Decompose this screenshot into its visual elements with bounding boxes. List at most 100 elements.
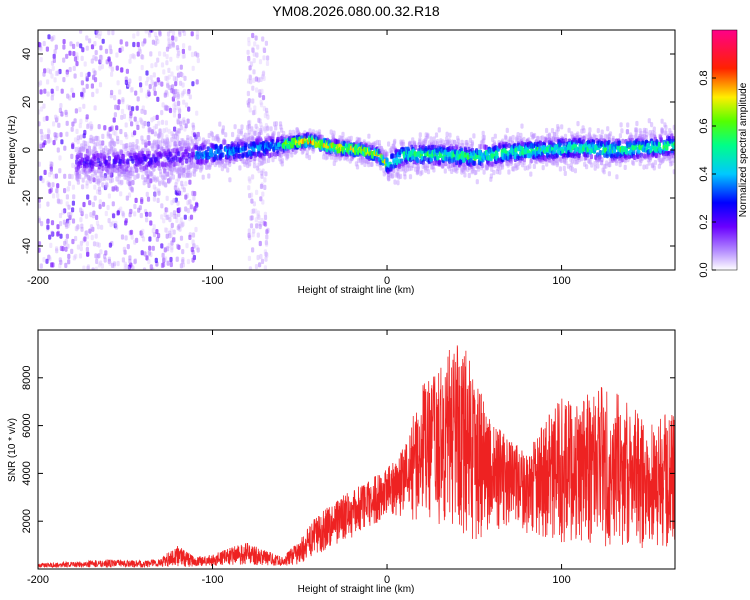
colorbar-tick-label: 0.2 — [698, 214, 710, 229]
spectrogram-cell — [387, 176, 391, 182]
spectrogram-cell — [164, 104, 168, 110]
spectrogram-cell — [97, 124, 101, 130]
spectrogram-cell — [148, 84, 152, 90]
spectrogram-cell — [186, 164, 191, 170]
spectrogram-cell — [46, 219, 50, 225]
spectrogram-cell — [165, 171, 169, 177]
spectrogram-cell — [114, 104, 118, 110]
spectrogram-cell — [178, 119, 182, 125]
spectrogram-cell — [126, 172, 130, 178]
spectrogram-cell — [214, 136, 218, 142]
spectrogram-cell — [55, 188, 59, 194]
spectrogram-cell — [87, 145, 91, 151]
spectrogram-cell — [248, 75, 252, 81]
spectrogram-cell — [251, 136, 255, 142]
spectrogram-cell — [174, 81, 178, 87]
spectrogram-cell — [266, 55, 270, 61]
spectrogram-cell — [176, 135, 180, 141]
spectrogram-cell — [506, 160, 510, 166]
spectrogram-cell — [91, 201, 95, 208]
spectrogram-cell — [98, 144, 102, 150]
spectrogram-cell — [84, 213, 89, 219]
spectrogram-cell — [263, 249, 267, 255]
spectrogram-cell — [95, 214, 99, 220]
spectrogram-cell — [117, 99, 121, 105]
spectrogram-cell — [589, 154, 593, 160]
spectrogram-cell — [39, 175, 43, 181]
spectrogram-cell — [183, 141, 187, 147]
spectrogram-cell — [143, 177, 147, 183]
spectrogram-cell — [305, 153, 309, 159]
spectrogram-cell — [128, 58, 132, 64]
spectrogram-cell — [112, 140, 116, 147]
spectrogram-cell — [93, 142, 97, 148]
spectrogram-cell — [45, 258, 49, 264]
spectrogram-cell — [149, 51, 153, 57]
spectrogram-cell — [65, 194, 69, 200]
spectrogram-cell — [165, 233, 169, 239]
spectrogram-cell — [436, 139, 440, 145]
spectrogram-cell — [99, 57, 103, 63]
spectrogram-cell — [85, 83, 89, 89]
spectrogram-cell — [83, 236, 87, 242]
spectrogram-cell — [251, 232, 255, 238]
spectrogram-cell — [100, 263, 104, 269]
spectrogram-cell — [247, 123, 251, 129]
spectrogram-cell — [110, 146, 114, 152]
spectrogram-cell — [596, 163, 600, 169]
spectrogram-cell — [157, 188, 161, 194]
spectrogram-cell — [50, 230, 54, 236]
spectrogram-cell — [602, 169, 606, 175]
spectrogram-cell — [144, 169, 148, 176]
spectrogram-cell — [516, 132, 520, 138]
spectrogram-cell — [181, 138, 185, 144]
spectrogram-cell — [170, 40, 175, 46]
spectrogram-cell — [252, 58, 256, 64]
spectrogram-cell — [400, 141, 404, 147]
spectrogram-cell — [136, 124, 140, 130]
spectrogram-cell — [243, 161, 247, 167]
spectrogram-cell — [142, 267, 147, 270]
spectrogram-cell — [81, 177, 85, 183]
spectrogram-cell — [133, 116, 137, 122]
spectrogram-cell — [172, 93, 176, 99]
spectrogram-cell — [450, 139, 454, 145]
spectrogram-cell — [77, 146, 81, 152]
spectrogram-cell — [52, 121, 56, 127]
spectrogram-cell — [450, 168, 454, 174]
spectrogram-cell — [91, 226, 95, 232]
spectrogram-cell — [526, 165, 530, 171]
spectrogram-cell — [46, 91, 50, 97]
spectrogram-cell — [247, 41, 251, 47]
spectrogram-cell — [223, 139, 227, 145]
spectrogram-cell — [195, 140, 199, 146]
spectrogram-cell — [653, 159, 657, 166]
spectrogram-cell — [85, 45, 89, 51]
spectrogram-cell — [481, 139, 485, 145]
spectrogram-cell — [79, 134, 83, 140]
spectrogram-cell — [97, 178, 101, 184]
spectrogram-cell — [264, 171, 268, 177]
spectrogram-cell — [264, 40, 268, 46]
spectrogram-cell — [608, 131, 613, 137]
spectrogram-cell — [642, 164, 646, 170]
spectrogram-cell — [152, 139, 156, 145]
spectrogram-cell — [98, 65, 102, 71]
spectrogram-cell — [81, 87, 85, 93]
spectrogram-cell — [68, 173, 72, 179]
spectrogram-cell — [499, 165, 503, 171]
spectrogram-cell — [52, 53, 56, 59]
spectrogram-cell — [261, 36, 265, 42]
spectrogram-cell — [176, 176, 180, 182]
spectrogram-cell — [109, 140, 113, 146]
spectrogram-cell — [162, 181, 166, 187]
spectrogram-cell — [256, 44, 260, 50]
spectrogram-cell — [158, 130, 163, 136]
spectrogram-cell — [553, 145, 557, 151]
spectrogram-cell — [258, 59, 263, 65]
spectrogram-cell — [194, 136, 198, 142]
spectrogram-cell — [414, 144, 418, 150]
spectrogram-cell — [165, 54, 169, 60]
spectrogram-cell — [258, 161, 262, 167]
spectrogram-cell — [240, 124, 244, 130]
